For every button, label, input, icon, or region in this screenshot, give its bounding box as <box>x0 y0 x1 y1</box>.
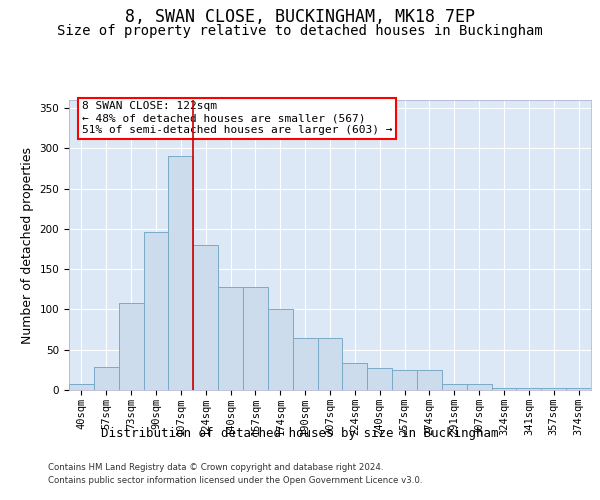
Y-axis label: Number of detached properties: Number of detached properties <box>21 146 34 344</box>
Text: 8, SWAN CLOSE, BUCKINGHAM, MK18 7EP: 8, SWAN CLOSE, BUCKINGHAM, MK18 7EP <box>125 8 475 26</box>
Bar <box>218 287 243 390</box>
Bar <box>169 156 193 390</box>
Bar <box>69 384 94 390</box>
Text: Distribution of detached houses by size in Buckingham: Distribution of detached houses by size … <box>101 428 499 440</box>
Bar <box>119 303 143 390</box>
Bar <box>193 245 218 390</box>
Text: Contains public sector information licensed under the Open Government Licence v3: Contains public sector information licen… <box>48 476 422 485</box>
Bar <box>243 287 268 390</box>
Text: Contains HM Land Registry data © Crown copyright and database right 2024.: Contains HM Land Registry data © Crown c… <box>48 464 383 472</box>
Bar <box>541 388 566 390</box>
Bar <box>442 384 467 390</box>
Bar <box>566 388 591 390</box>
Bar <box>94 368 119 390</box>
Bar <box>268 310 293 390</box>
Bar <box>417 370 442 390</box>
Text: 8 SWAN CLOSE: 122sqm
← 48% of detached houses are smaller (567)
51% of semi-deta: 8 SWAN CLOSE: 122sqm ← 48% of detached h… <box>82 102 392 134</box>
Bar <box>467 384 491 390</box>
Bar <box>392 370 417 390</box>
Bar <box>517 388 541 390</box>
Bar <box>293 338 317 390</box>
Bar <box>317 338 343 390</box>
Bar <box>367 368 392 390</box>
Bar <box>143 232 169 390</box>
Bar <box>491 388 517 390</box>
Text: Size of property relative to detached houses in Buckingham: Size of property relative to detached ho… <box>57 24 543 38</box>
Bar <box>343 364 367 390</box>
